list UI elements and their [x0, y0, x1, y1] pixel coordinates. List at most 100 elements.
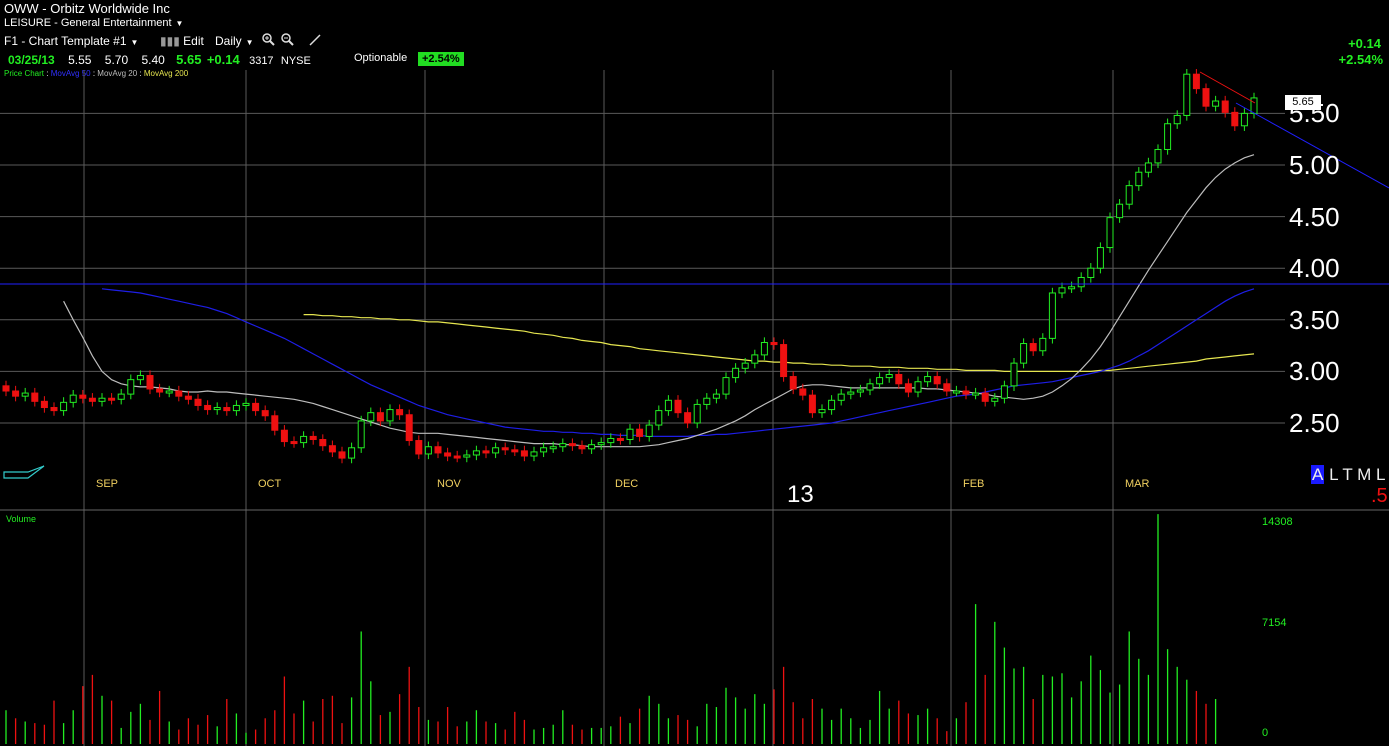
edit-button[interactable]: ▮▮▮ Edit: [160, 34, 204, 48]
right-change: +0.14: [1348, 36, 1381, 51]
timeframe-selector[interactable]: A L T M L: [1311, 465, 1385, 485]
candle-body: [568, 443, 576, 447]
candle-body: [741, 362, 749, 369]
price-tick: 3.00: [1289, 356, 1340, 386]
candle-body: [626, 428, 634, 441]
candle-body: [703, 397, 711, 405]
sector-selector[interactable]: LEISURE - General Entertainment ▼: [4, 17, 183, 29]
chevron-down-icon: ▼: [245, 38, 254, 47]
candle-body: [895, 373, 903, 385]
price-axis: 5.50 5.00 4.50 4.00 3.50 3.00 2.50: [1289, 98, 1340, 438]
candle-body: [40, 400, 48, 409]
month-label: SEP: [96, 478, 118, 490]
legend-ma20: MovAvg 20: [97, 69, 138, 78]
timeframe-a[interactable]: A: [1311, 465, 1325, 484]
period-selector[interactable]: Daily ▼: [215, 34, 254, 48]
quote-low: 5.40: [141, 53, 165, 67]
template-selector[interactable]: F1 - Chart Template #1 ▼: [4, 34, 138, 48]
quote-line: 03/25/13 5.55 5.70 5.40 5.65 +0.14 3317 …: [8, 52, 311, 67]
month-axis: SEP OCT NOV DEC 13 FEB MAR: [96, 478, 1150, 508]
candle-body: [684, 412, 692, 424]
candle-body: [616, 437, 624, 441]
candle-body: [136, 375, 144, 381]
candle-body: [1144, 162, 1152, 173]
candle-body: [472, 450, 480, 456]
candle-body: [885, 373, 893, 379]
candle-body: [482, 450, 490, 454]
scale-label: .5: [1371, 485, 1388, 507]
candle-body: [156, 388, 164, 393]
zoom-out-icon[interactable]: [281, 33, 294, 52]
chevron-down-icon: ▼: [130, 38, 139, 47]
candle-body: [952, 390, 960, 394]
legend-sep: :: [92, 69, 96, 78]
candle-body: [386, 409, 394, 422]
candle-body: [280, 429, 288, 443]
candle-body: [588, 444, 596, 450]
candle-body: [204, 404, 212, 411]
candle-body: [828, 399, 836, 411]
candle-body: [991, 397, 999, 402]
candle-body: [760, 342, 768, 356]
candle-body: [69, 394, 77, 403]
quote-date: 03/25/13: [8, 53, 55, 67]
candle-body: [751, 354, 759, 364]
symbol-title: OWW - Orbitz Worldwide Inc: [4, 1, 170, 16]
candle-body: [415, 440, 423, 455]
chevron-down-icon: ▼: [175, 19, 184, 28]
candle-body: [799, 388, 807, 396]
candle-body: [1202, 88, 1210, 107]
candle-body: [261, 410, 269, 417]
candle-body: [223, 407, 231, 412]
candle-body: [1192, 73, 1200, 90]
candle-body: [2, 385, 10, 392]
candle-body: [88, 397, 96, 402]
candle-body: [962, 390, 970, 395]
legend-ma200: MovAvg 200: [143, 69, 189, 78]
candle-body: [1020, 343, 1028, 364]
price-tick: 3.50: [1289, 305, 1340, 335]
quote-open: 5.55: [68, 53, 92, 67]
volume-axis: 14308 7154 0: [1262, 516, 1293, 739]
volume-label: Volume: [6, 514, 36, 524]
candle-body: [511, 449, 519, 453]
candle-body: [434, 446, 442, 454]
candle-body: [847, 391, 855, 395]
candle-body: [50, 407, 58, 412]
last-price-label: 5.65: [1285, 95, 1321, 110]
price-tick: 2.50: [1289, 408, 1340, 438]
candle-body: [357, 420, 365, 449]
candle-body: [914, 381, 922, 393]
candle-body: [232, 404, 240, 412]
candle-body: [674, 399, 682, 414]
ma20-line: [63, 154, 1255, 448]
candle-body: [1125, 185, 1133, 205]
sector-text: LEISURE - General Entertainment: [4, 17, 172, 29]
candle-body: [21, 392, 29, 397]
legend-ma50: MovAvg 50: [50, 69, 91, 78]
candle-body: [578, 445, 586, 450]
candle-body: [636, 428, 644, 437]
resistance-line[interactable]: [1199, 71, 1256, 104]
price-tick: 5.00: [1289, 150, 1340, 180]
candle-body: [463, 454, 471, 458]
edit-label: Edit: [183, 34, 204, 48]
legend-sep: :: [46, 69, 49, 78]
candle-body: [789, 376, 797, 390]
candle-body: [780, 344, 788, 378]
trend-line[interactable]: [1235, 102, 1389, 189]
zoom-in-icon[interactable]: [262, 33, 275, 52]
scroll-marker-icon[interactable]: [3, 465, 45, 479]
candle-body: [924, 376, 932, 383]
template-text: F1 - Chart Template #1: [4, 34, 127, 48]
candle-body: [1221, 100, 1229, 113]
candle-body: [376, 412, 384, 422]
candle-body: [770, 342, 778, 346]
timeframe-ltml[interactable]: L T M L: [1329, 465, 1386, 484]
candle-body: [98, 397, 106, 402]
candle-body: [1010, 362, 1018, 387]
draw-tool-icon[interactable]: [308, 33, 322, 52]
candle-body: [1240, 112, 1248, 127]
candle-body: [444, 452, 452, 457]
